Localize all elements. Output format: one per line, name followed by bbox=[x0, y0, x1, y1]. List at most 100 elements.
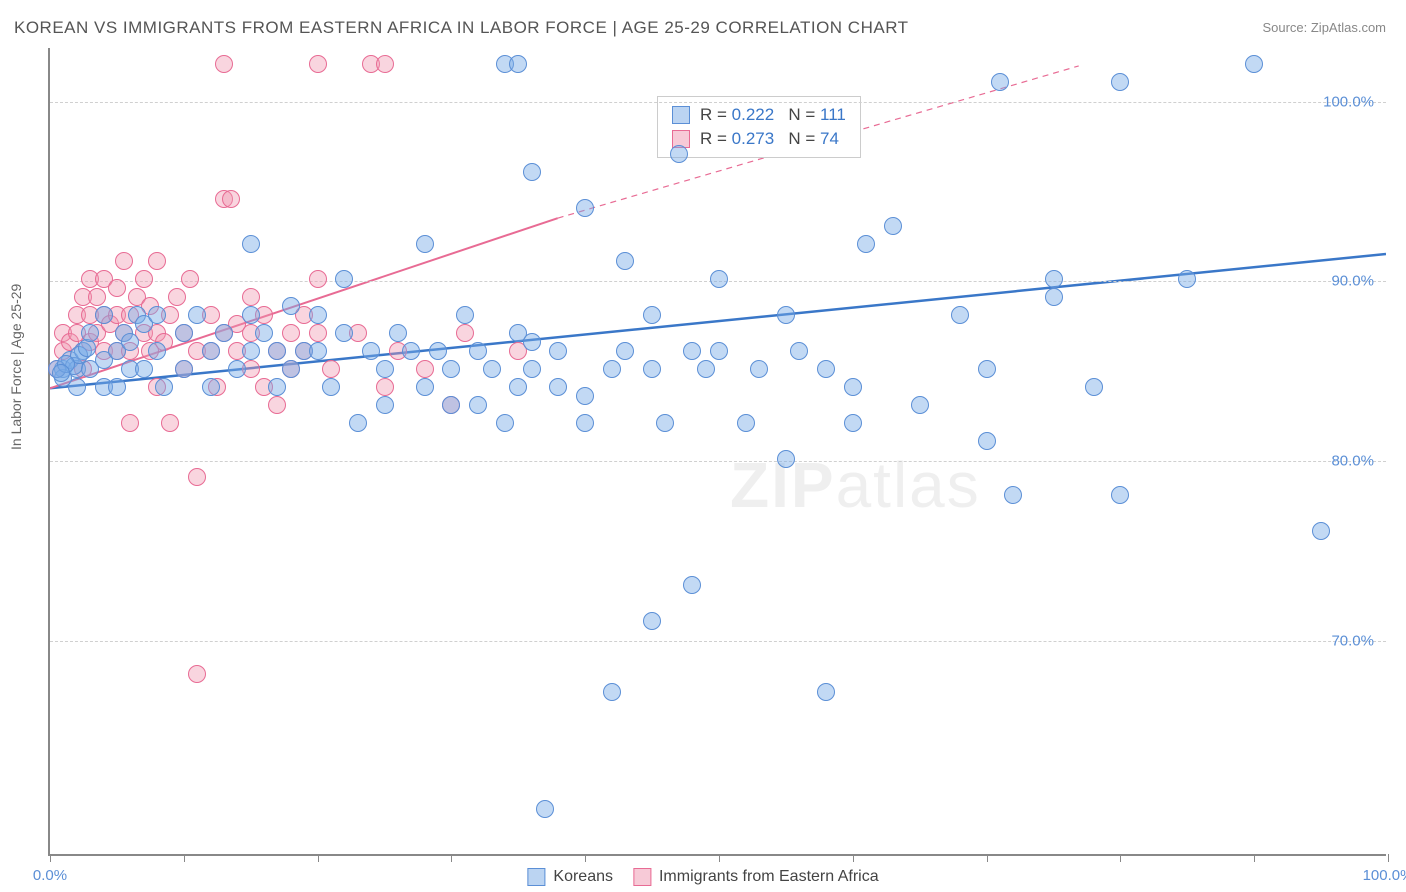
legend-bottom-item-pink: Immigrants from Eastern Africa bbox=[633, 868, 879, 886]
scatter-point-blue bbox=[1245, 55, 1263, 73]
scatter-point-blue bbox=[523, 163, 541, 181]
scatter-point-blue bbox=[978, 432, 996, 450]
y-tick-label: 80.0% bbox=[1331, 452, 1374, 469]
scatter-point-blue bbox=[549, 342, 567, 360]
scatter-point-pink bbox=[188, 468, 206, 486]
legend-bottom: Koreans Immigrants from Eastern Africa bbox=[527, 868, 878, 886]
scatter-point-blue bbox=[737, 414, 755, 432]
scatter-point-blue bbox=[1004, 486, 1022, 504]
scatter-point-blue bbox=[268, 342, 286, 360]
scatter-point-pink bbox=[268, 396, 286, 414]
scatter-point-pink bbox=[309, 324, 327, 342]
scatter-point-pink bbox=[121, 414, 139, 432]
plot-area: ZIPatlas R = 0.222 N = 111 R = 0.273 N =… bbox=[48, 48, 1386, 856]
scatter-point-blue bbox=[857, 235, 875, 253]
scatter-point-blue bbox=[817, 360, 835, 378]
legend-bottom-label-pink: Immigrants from Eastern Africa bbox=[659, 868, 879, 886]
scatter-point-pink bbox=[108, 279, 126, 297]
scatter-point-blue bbox=[242, 306, 260, 324]
scatter-point-blue bbox=[683, 342, 701, 360]
x-tick-label: 0.0% bbox=[33, 867, 67, 884]
scatter-point-blue bbox=[576, 414, 594, 432]
scatter-point-blue bbox=[282, 297, 300, 315]
scatter-point-blue bbox=[335, 324, 353, 342]
x-tick bbox=[451, 854, 452, 862]
x-tick bbox=[318, 854, 319, 862]
scatter-point-blue bbox=[643, 360, 661, 378]
x-tick bbox=[585, 854, 586, 862]
scatter-point-blue bbox=[282, 360, 300, 378]
scatter-point-blue bbox=[416, 235, 434, 253]
chart-title: KOREAN VS IMMIGRANTS FROM EASTERN AFRICA… bbox=[14, 18, 909, 38]
x-tick bbox=[853, 854, 854, 862]
scatter-point-pink bbox=[188, 665, 206, 683]
scatter-point-blue bbox=[536, 800, 554, 818]
gridline-h bbox=[50, 102, 1386, 103]
scatter-point-blue bbox=[656, 414, 674, 432]
scatter-point-pink bbox=[135, 270, 153, 288]
scatter-point-blue bbox=[52, 364, 70, 382]
scatter-point-blue bbox=[496, 414, 514, 432]
scatter-point-blue bbox=[442, 360, 460, 378]
scatter-point-blue bbox=[148, 342, 166, 360]
scatter-point-pink bbox=[148, 252, 166, 270]
scatter-point-blue bbox=[148, 306, 166, 324]
scatter-point-blue bbox=[710, 270, 728, 288]
x-tick bbox=[719, 854, 720, 862]
scatter-point-blue bbox=[202, 342, 220, 360]
scatter-point-pink bbox=[161, 414, 179, 432]
scatter-point-pink bbox=[115, 252, 133, 270]
scatter-point-pink bbox=[376, 55, 394, 73]
scatter-point-pink bbox=[181, 270, 199, 288]
gridline-h bbox=[50, 461, 1386, 462]
scatter-point-blue bbox=[255, 324, 273, 342]
x-tick bbox=[1388, 854, 1389, 862]
scatter-point-pink bbox=[456, 324, 474, 342]
scatter-point-blue bbox=[376, 360, 394, 378]
scatter-point-blue bbox=[978, 360, 996, 378]
scatter-point-blue bbox=[362, 342, 380, 360]
scatter-point-blue bbox=[1312, 522, 1330, 540]
scatter-point-blue bbox=[309, 306, 327, 324]
scatter-point-blue bbox=[1111, 486, 1129, 504]
scatter-point-blue bbox=[483, 360, 501, 378]
scatter-point-blue bbox=[349, 414, 367, 432]
scatter-point-blue bbox=[215, 324, 233, 342]
scatter-point-blue bbox=[442, 396, 460, 414]
scatter-point-blue bbox=[155, 378, 173, 396]
gridline-h bbox=[50, 641, 1386, 642]
scatter-point-blue bbox=[509, 378, 527, 396]
scatter-point-blue bbox=[188, 306, 206, 324]
scatter-point-blue bbox=[777, 306, 795, 324]
scatter-point-blue bbox=[616, 342, 634, 360]
scatter-point-blue bbox=[643, 306, 661, 324]
scatter-point-blue bbox=[242, 235, 260, 253]
scatter-point-blue bbox=[108, 378, 126, 396]
scatter-point-pink bbox=[309, 270, 327, 288]
legend-stat-blue: R = 0.222 N = 111 bbox=[700, 105, 846, 125]
scatter-point-blue bbox=[376, 396, 394, 414]
scatter-point-pink bbox=[222, 190, 240, 208]
scatter-point-blue bbox=[469, 396, 487, 414]
scatter-point-blue bbox=[268, 378, 286, 396]
x-tick bbox=[1254, 854, 1255, 862]
scatter-point-pink bbox=[242, 288, 260, 306]
scatter-point-blue bbox=[1085, 378, 1103, 396]
scatter-point-pink bbox=[309, 55, 327, 73]
scatter-point-blue bbox=[1045, 270, 1063, 288]
scatter-point-blue bbox=[509, 55, 527, 73]
scatter-point-blue bbox=[576, 199, 594, 217]
legend-stat-pink: R = 0.273 N = 74 bbox=[700, 129, 839, 149]
x-tick bbox=[50, 854, 51, 862]
scatter-point-blue bbox=[81, 324, 99, 342]
source-attribution: Source: ZipAtlas.com bbox=[1262, 20, 1386, 35]
scatter-point-pink bbox=[322, 360, 340, 378]
scatter-point-blue bbox=[549, 378, 567, 396]
scatter-point-blue bbox=[402, 342, 420, 360]
scatter-point-blue bbox=[469, 342, 487, 360]
scatter-point-blue bbox=[1045, 288, 1063, 306]
scatter-point-pink bbox=[215, 55, 233, 73]
scatter-point-blue bbox=[643, 612, 661, 630]
scatter-point-blue bbox=[817, 683, 835, 701]
scatter-point-blue bbox=[309, 342, 327, 360]
